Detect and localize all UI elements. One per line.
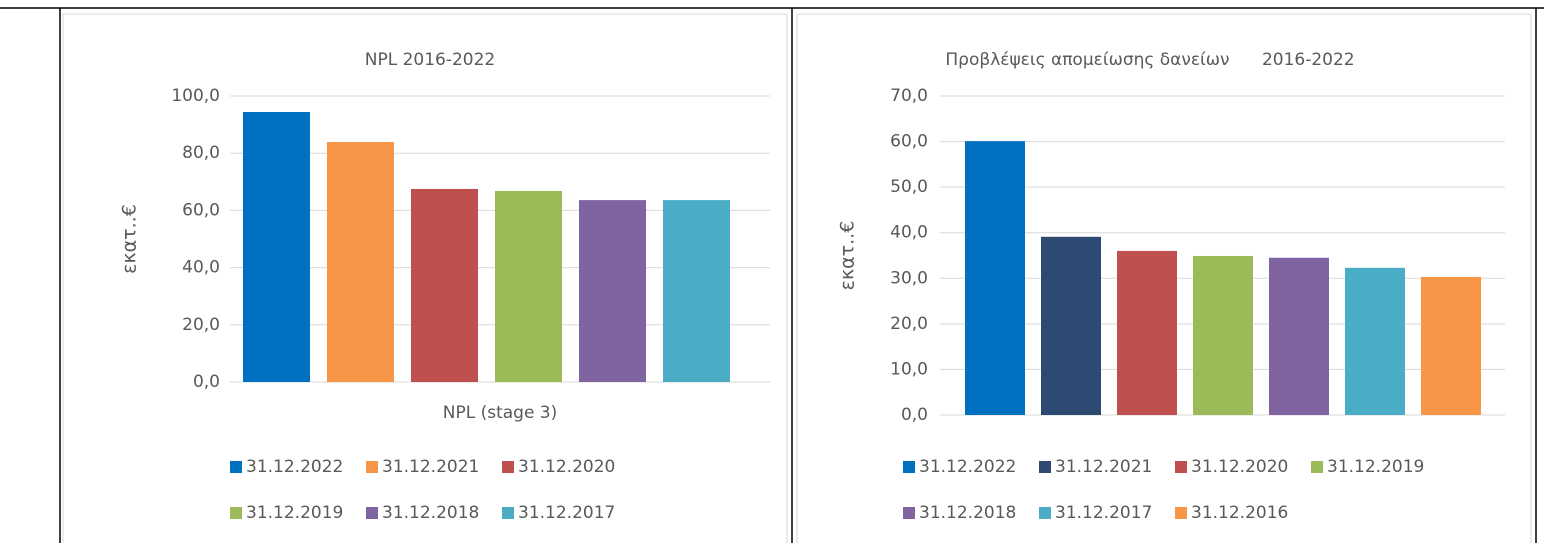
y-tick-label: 20,0 (890, 314, 928, 334)
bar (1345, 267, 1405, 415)
bar (1193, 255, 1253, 415)
legend-swatch (1175, 507, 1187, 519)
bar (1421, 276, 1481, 415)
y-tick-label: 70,0 (890, 86, 928, 106)
bar (1117, 250, 1177, 415)
y-tick-label: 0,0 (193, 372, 220, 392)
bar (663, 200, 730, 382)
bar (1269, 257, 1329, 415)
legend-swatch (903, 461, 915, 473)
legend-swatch (903, 507, 915, 519)
y-tick-label: 40,0 (890, 223, 928, 243)
legend-label: 31.12.2016 (1191, 503, 1288, 523)
legend-swatch (1311, 461, 1323, 473)
bar (965, 141, 1025, 415)
bar (327, 142, 394, 382)
bar (579, 200, 646, 382)
y-axis-label: εκατ..€ (837, 221, 859, 291)
y-tick-label: 0,0 (901, 405, 928, 425)
legend-label: 31.12.2022 (919, 457, 1016, 477)
chart-title: NPL 2016-2022 (365, 50, 496, 70)
legend-label: 31.12.2019 (1327, 457, 1424, 477)
y-tick-label: 50,0 (890, 177, 928, 197)
y-tick-label: 10,0 (890, 359, 928, 379)
y-tick-label: 60,0 (890, 132, 928, 152)
legend-swatch (366, 507, 378, 519)
legend-swatch (1039, 461, 1051, 473)
chart-title: Προβλέψεις απομείωσης δανείων 2016-2022 (945, 50, 1354, 70)
legend-label: 31.12.2020 (1191, 457, 1288, 477)
bar (243, 112, 310, 383)
y-tick-label: 30,0 (890, 268, 928, 288)
legend-swatch (502, 507, 514, 519)
y-tick-label: 100,0 (171, 86, 220, 106)
legend-label: 31.12.2017 (518, 503, 615, 523)
legend-label: 31.12.2021 (382, 457, 479, 477)
bar (495, 190, 562, 382)
legend-swatch (502, 461, 514, 473)
legend-swatch (1039, 507, 1051, 519)
legend-swatch (1175, 461, 1187, 473)
bar (411, 188, 478, 382)
bar (1041, 236, 1101, 415)
legend-swatch (366, 461, 378, 473)
legend-label: 31.12.2020 (518, 457, 615, 477)
y-tick-label: 80,0 (182, 143, 220, 163)
legend-label: 31.12.2018 (382, 503, 479, 523)
legend-label: 31.12.2018 (919, 503, 1016, 523)
legend-label: 31.12.2022 (246, 457, 343, 477)
x-tick-label: NPL (stage 3) (443, 403, 558, 423)
y-tick-label: 60,0 (182, 200, 220, 220)
y-axis-label: εκατ..€ (119, 204, 141, 274)
panel-left (62, 13, 788, 543)
legend-swatch (230, 461, 242, 473)
y-tick-label: 20,0 (182, 315, 220, 335)
y-tick-label: 40,0 (182, 258, 220, 278)
legend-label: 31.12.2017 (1055, 503, 1152, 523)
legend-label: 31.12.2021 (1055, 457, 1152, 477)
legend-swatch (230, 507, 242, 519)
legend-label: 31.12.2019 (246, 503, 343, 523)
panel-right (796, 13, 1532, 543)
